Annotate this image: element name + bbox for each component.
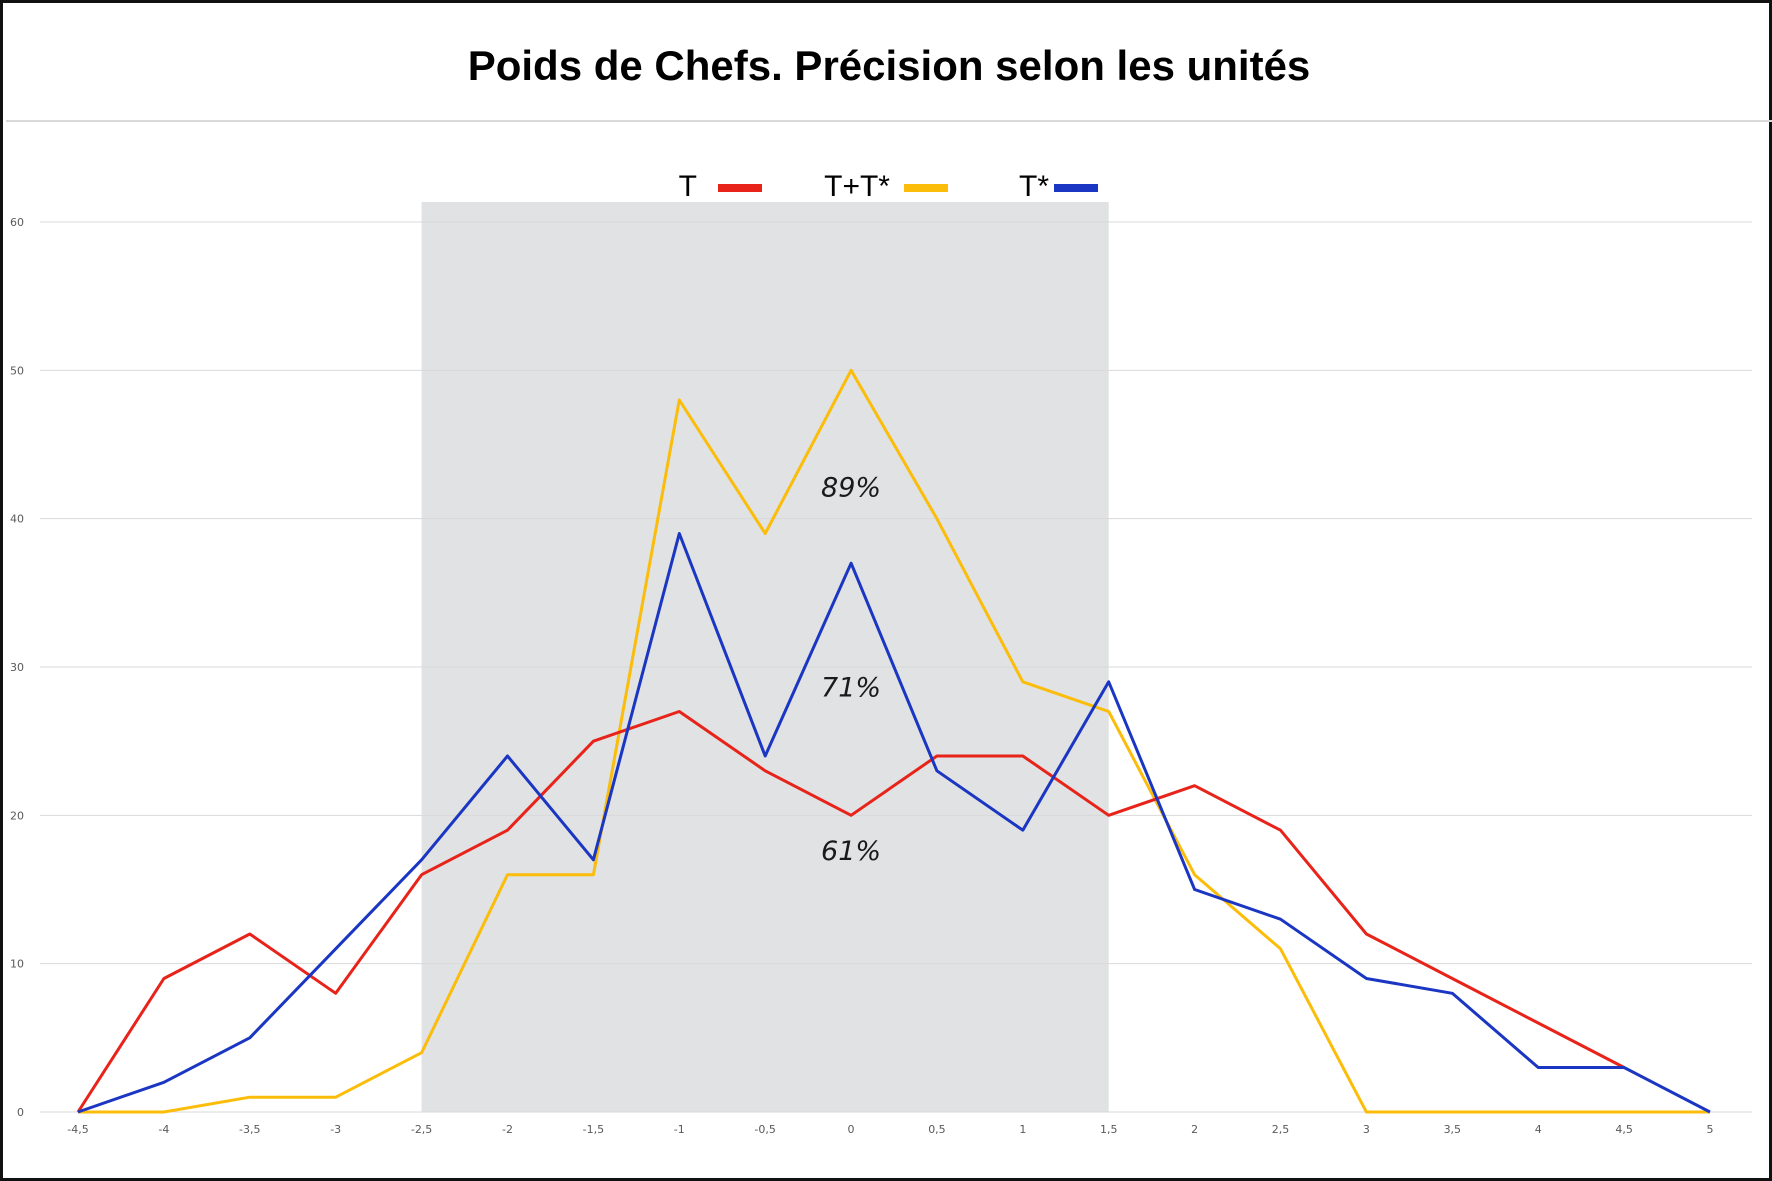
annotation-label: 71% [821,673,881,704]
x-tick-label: 0 [848,1123,855,1136]
y-tick-label: 40 [10,513,24,526]
legend-label: T* [1019,170,1049,203]
x-tick-label: 2 [1191,1123,1198,1136]
x-tick-label: 2,5 [1272,1123,1290,1136]
x-tick-label: 3 [1363,1123,1370,1136]
legend-label: T [679,170,697,203]
x-tick-label: -1,5 [583,1123,604,1136]
x-tick-label: -0,5 [754,1123,775,1136]
shaded-region [421,202,1109,1112]
y-tick-label: 50 [10,364,24,377]
x-tick-label: 1,5 [1100,1123,1118,1136]
series-line-t [76,710,1625,1113]
x-tick-label: -3,5 [239,1123,260,1136]
y-tick-label: 10 [10,958,24,971]
x-tick-label: -2,5 [411,1123,432,1136]
x-tick-label: -3 [330,1123,341,1136]
y-tick-label: 60 [10,216,24,229]
x-tick-label: 5 [1707,1123,1714,1136]
chart-title: Poids de Chefs. Précision selon les unit… [467,42,1311,89]
x-tick-label: -1 [674,1123,685,1136]
series-line-tt [78,368,1710,1114]
x-tick-label: -4 [158,1123,169,1136]
y-tick-label: 20 [10,809,24,822]
annotation-label: 89% [821,472,881,503]
y-tick-label: 0 [17,1106,24,1119]
x-tick-label: -4,5 [67,1123,88,1136]
x-tick-label: 4,5 [1615,1123,1633,1136]
x-tick-label: 0,5 [928,1123,946,1136]
x-tick-label: 4 [1535,1123,1542,1136]
series-line-t [77,532,1711,1114]
title-area: Poids de Chefs. Précision selon les unit… [6,6,1772,122]
annotation-label: 61% [821,836,881,867]
x-tick-label: 1 [1019,1123,1026,1136]
x-tick-label: 3,5 [1444,1123,1462,1136]
legend-label: T+T* [824,170,890,203]
x-tick-label: -2 [502,1123,513,1136]
y-tick-label: 30 [10,661,24,674]
